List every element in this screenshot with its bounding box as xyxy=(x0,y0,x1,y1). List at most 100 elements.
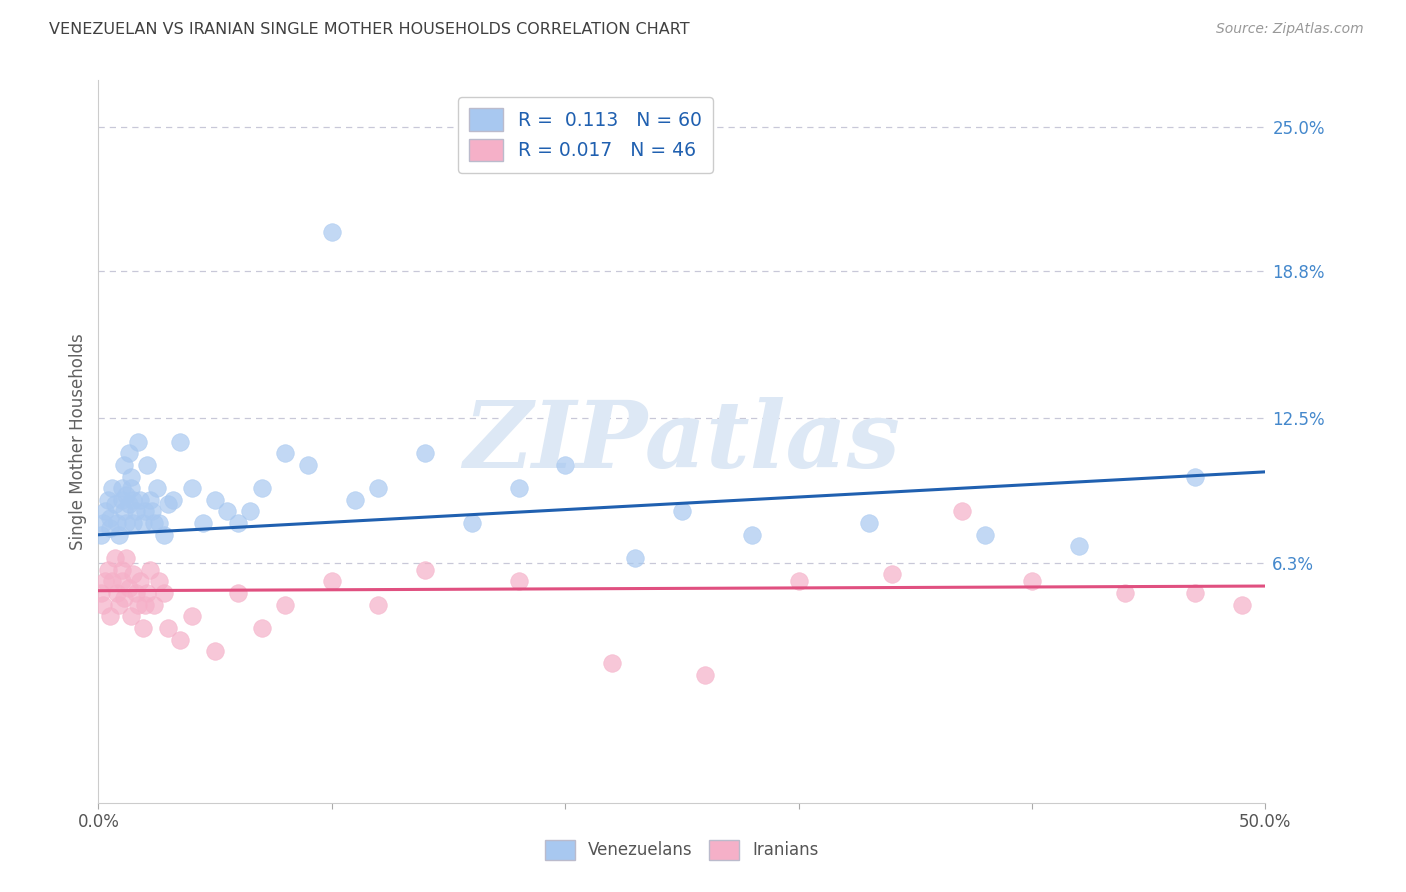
Point xyxy=(169,632,191,647)
Point xyxy=(115,516,138,530)
Point xyxy=(91,598,114,612)
Point xyxy=(152,586,174,600)
Point xyxy=(228,586,250,600)
Point xyxy=(120,481,142,495)
Point xyxy=(101,574,124,589)
Point xyxy=(112,458,135,472)
Point xyxy=(148,516,170,530)
Point xyxy=(554,458,576,472)
Point xyxy=(105,586,128,600)
Point xyxy=(118,446,141,460)
Point xyxy=(105,516,128,530)
Point xyxy=(204,492,226,507)
Point xyxy=(180,481,202,495)
Point xyxy=(97,492,120,507)
Point xyxy=(132,621,155,635)
Point xyxy=(94,574,117,589)
Point xyxy=(367,598,389,612)
Point xyxy=(146,481,169,495)
Point xyxy=(974,528,997,542)
Point xyxy=(215,504,238,518)
Point xyxy=(118,498,141,512)
Point xyxy=(413,446,436,460)
Point xyxy=(111,492,134,507)
Point xyxy=(134,504,156,518)
Point xyxy=(122,567,145,582)
Point xyxy=(115,551,138,566)
Text: ZIPatlas: ZIPatlas xyxy=(464,397,900,486)
Point xyxy=(152,528,174,542)
Point xyxy=(94,504,117,518)
Point xyxy=(344,492,367,507)
Point xyxy=(120,469,142,483)
Point xyxy=(129,492,152,507)
Point xyxy=(624,551,647,566)
Point xyxy=(111,481,134,495)
Point xyxy=(180,609,202,624)
Point xyxy=(162,492,184,507)
Point xyxy=(148,574,170,589)
Point xyxy=(111,574,134,589)
Point xyxy=(122,492,145,507)
Point xyxy=(787,574,810,589)
Point xyxy=(413,563,436,577)
Point xyxy=(1021,574,1043,589)
Point xyxy=(97,563,120,577)
Point xyxy=(508,481,530,495)
Point xyxy=(127,598,149,612)
Point xyxy=(157,498,180,512)
Point xyxy=(112,591,135,605)
Point xyxy=(108,528,131,542)
Point xyxy=(858,516,880,530)
Point xyxy=(120,609,142,624)
Point xyxy=(129,574,152,589)
Point xyxy=(508,574,530,589)
Point xyxy=(143,516,166,530)
Point xyxy=(193,516,215,530)
Point xyxy=(274,598,297,612)
Point xyxy=(1184,586,1206,600)
Point xyxy=(671,504,693,518)
Point xyxy=(136,586,159,600)
Point xyxy=(90,528,112,542)
Point xyxy=(695,667,717,681)
Point xyxy=(122,516,145,530)
Point xyxy=(91,516,114,530)
Point xyxy=(461,516,484,530)
Point xyxy=(132,516,155,530)
Point xyxy=(125,586,148,600)
Point xyxy=(90,586,112,600)
Point xyxy=(157,621,180,635)
Text: Source: ZipAtlas.com: Source: ZipAtlas.com xyxy=(1216,22,1364,37)
Point xyxy=(118,582,141,596)
Point xyxy=(98,511,121,525)
Point xyxy=(134,598,156,612)
Point xyxy=(1230,598,1253,612)
Point xyxy=(239,504,262,518)
Point xyxy=(108,598,131,612)
Point xyxy=(127,434,149,449)
Point xyxy=(250,481,273,495)
Point xyxy=(139,492,162,507)
Legend: Venezuelans, Iranians: Venezuelans, Iranians xyxy=(538,833,825,867)
Point xyxy=(228,516,250,530)
Point xyxy=(169,434,191,449)
Point xyxy=(139,563,162,577)
Point xyxy=(141,504,163,518)
Point xyxy=(1114,586,1136,600)
Point xyxy=(111,563,134,577)
Point xyxy=(104,498,127,512)
Point xyxy=(98,521,121,535)
Point xyxy=(136,458,159,472)
Point xyxy=(600,656,623,670)
Point xyxy=(98,609,121,624)
Point xyxy=(1184,469,1206,483)
Point xyxy=(250,621,273,635)
Point xyxy=(125,504,148,518)
Point xyxy=(367,481,389,495)
Point xyxy=(321,574,343,589)
Point xyxy=(204,644,226,658)
Point xyxy=(115,488,138,502)
Point xyxy=(297,458,319,472)
Point xyxy=(741,528,763,542)
